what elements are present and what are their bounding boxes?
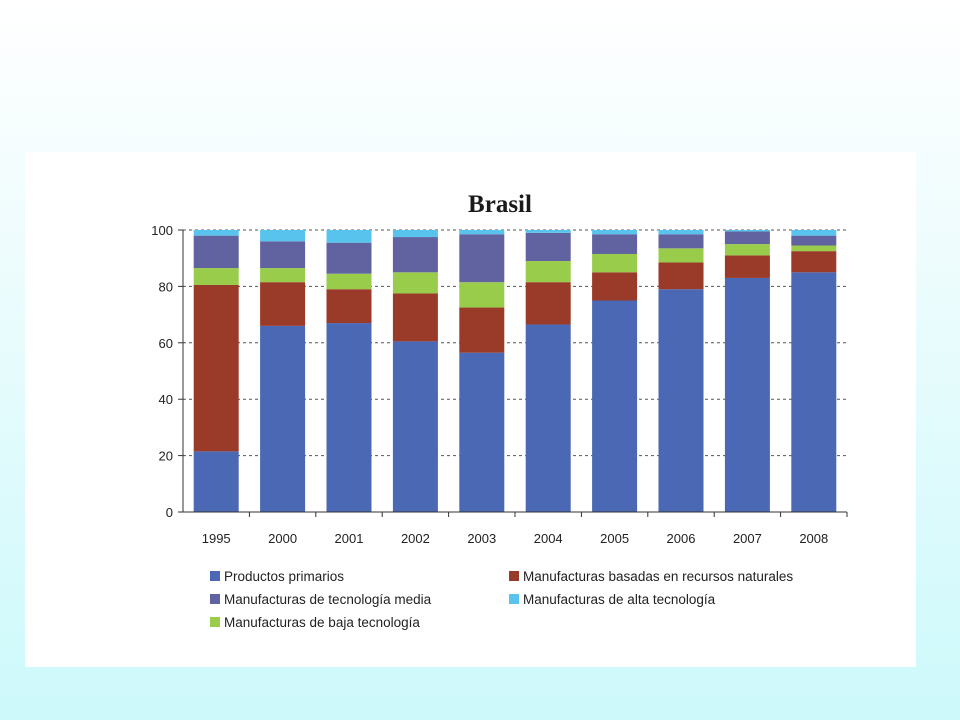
bar-segment bbox=[791, 251, 837, 273]
bar-segment bbox=[658, 262, 704, 290]
legend-label: Manufacturas de tecnología media bbox=[224, 592, 432, 607]
bar-segment bbox=[326, 273, 372, 290]
bar-segment bbox=[592, 253, 638, 273]
bar-segment bbox=[260, 241, 306, 269]
legend-swatch bbox=[210, 594, 220, 604]
bar-segment bbox=[791, 235, 837, 246]
bar-segment bbox=[260, 230, 306, 242]
bar-segment bbox=[392, 230, 438, 238]
bar-segment bbox=[658, 289, 704, 512]
bar-segment bbox=[724, 230, 770, 232]
bar-segment bbox=[791, 245, 837, 252]
bar-segment bbox=[592, 234, 638, 254]
bar-segment bbox=[193, 235, 239, 269]
bar-segment bbox=[658, 230, 704, 235]
bar-segment bbox=[525, 324, 571, 512]
bar-segment bbox=[724, 277, 770, 512]
bar-segment bbox=[525, 282, 571, 325]
bar-segment bbox=[193, 230, 239, 236]
bars bbox=[193, 230, 837, 512]
bar-segment bbox=[724, 255, 770, 278]
bar-segment bbox=[326, 323, 372, 512]
legend-label: Productos primarios bbox=[224, 569, 344, 584]
y-tick-label: 20 bbox=[159, 449, 173, 464]
bar-segment bbox=[525, 261, 571, 283]
legend-swatch bbox=[509, 594, 519, 604]
legend-label: Manufacturas de alta tecnología bbox=[523, 592, 716, 607]
x-tick-label: 2002 bbox=[401, 531, 430, 546]
axes: 0 20 40 60 80 100 1995 2000 2001 2002 2003 2004 2005… bbox=[151, 223, 848, 546]
y-tick-label: 40 bbox=[159, 392, 173, 407]
bar-segment bbox=[260, 325, 306, 512]
x-tick-label: 2001 bbox=[335, 531, 364, 546]
bar-segment bbox=[193, 284, 239, 452]
bar-segment bbox=[791, 230, 837, 236]
legend-swatch bbox=[509, 571, 519, 581]
bar-segment bbox=[392, 293, 438, 342]
bar-segment bbox=[392, 272, 438, 294]
chart-panel: Brasil 0 20 40 60 80 100 1995 2000 2001 2002 2003 2… bbox=[25, 152, 916, 667]
bar-segment bbox=[658, 248, 704, 263]
chart-title: Brasil bbox=[468, 191, 532, 218]
stacked-bar-chart: Brasil 0 20 40 60 80 100 1995 2000 2001 2002 2003 2… bbox=[151, 191, 848, 630]
bar-segment bbox=[392, 341, 438, 512]
legend-label: Manufacturas de baja tecnología bbox=[224, 615, 420, 630]
bar-segment bbox=[525, 232, 571, 262]
legend-swatch bbox=[210, 571, 220, 581]
bar-segment bbox=[326, 242, 372, 274]
y-tick-label: 0 bbox=[166, 505, 173, 520]
bar-segment bbox=[592, 230, 638, 235]
y-tick-label: 60 bbox=[159, 336, 173, 351]
bar-segment bbox=[459, 234, 505, 283]
legend: Productos primarios Manufacturas basadas … bbox=[210, 569, 793, 630]
bar-segment bbox=[193, 451, 239, 512]
x-tick-label: 2004 bbox=[534, 531, 563, 546]
y-tick-label: 100 bbox=[151, 223, 173, 238]
bar-segment bbox=[459, 352, 505, 512]
bar-segment bbox=[724, 231, 770, 245]
bar-segment bbox=[459, 282, 505, 308]
bar-segment bbox=[193, 268, 239, 285]
x-tick-label: 2006 bbox=[667, 531, 696, 546]
x-tick-label: 1995 bbox=[202, 531, 231, 546]
bar-segment bbox=[260, 268, 306, 283]
x-tick-label: 2003 bbox=[467, 531, 496, 546]
bar-segment bbox=[658, 234, 704, 249]
bar-segment bbox=[326, 289, 372, 324]
legend-swatch bbox=[210, 617, 220, 627]
bar-segment bbox=[592, 272, 638, 301]
bar-segment bbox=[525, 230, 571, 233]
x-tick-label: 2008 bbox=[799, 531, 828, 546]
x-tick-label: 2005 bbox=[600, 531, 629, 546]
bar-segment bbox=[392, 237, 438, 273]
bar-segment bbox=[724, 244, 770, 256]
y-tick-label: 80 bbox=[159, 279, 173, 294]
bar-segment bbox=[459, 307, 505, 353]
x-tick-label: 2000 bbox=[268, 531, 297, 546]
bar-segment bbox=[459, 230, 505, 235]
bar-segment bbox=[592, 300, 638, 512]
bar-segment bbox=[791, 272, 837, 512]
bar-segment bbox=[326, 230, 372, 243]
bar-segment bbox=[260, 282, 306, 326]
legend-label: Manufacturas basadas en recursos natural… bbox=[523, 569, 793, 584]
x-tick-label: 2007 bbox=[733, 531, 762, 546]
